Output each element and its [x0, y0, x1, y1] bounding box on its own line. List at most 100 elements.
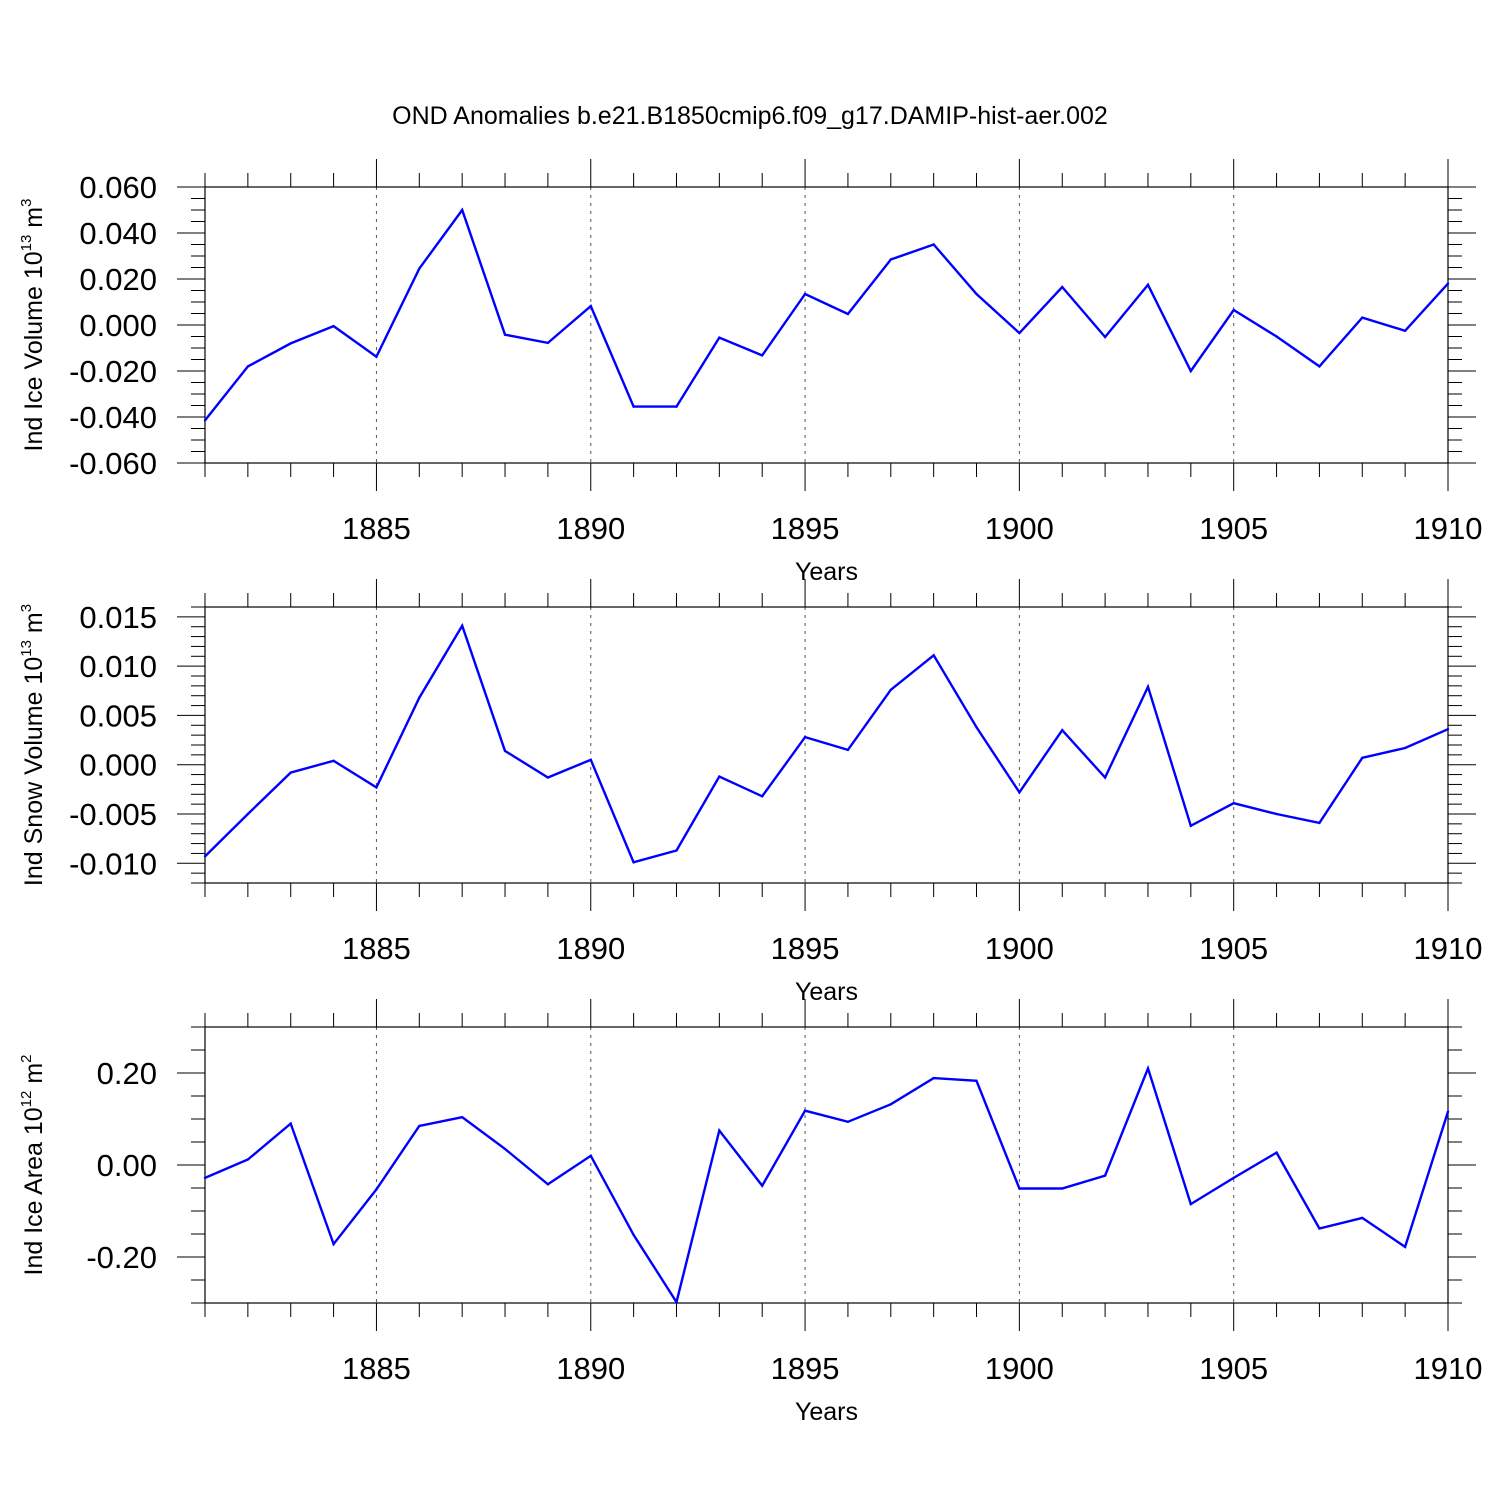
data-point [1446, 1110, 1450, 1113]
y-tick-label: 0.000 [79, 308, 157, 343]
data-point [761, 1184, 764, 1187]
y-tick-label: -0.020 [69, 354, 157, 389]
data-point [503, 333, 507, 336]
data-point [761, 354, 764, 357]
data-point [675, 1300, 678, 1304]
y-tick-label: 0.040 [79, 216, 157, 251]
data-point [418, 696, 421, 699]
y-tick-label: 0.000 [79, 748, 157, 783]
x-tick-label: 1905 [1199, 511, 1268, 546]
data-point [1318, 1227, 1321, 1230]
series-line [204, 622, 1449, 864]
y-axis-label: Ind Ice Area 1012 m2 [18, 1055, 48, 1276]
data-point [1103, 776, 1107, 779]
data-point [546, 1183, 550, 1186]
data-point [632, 405, 635, 408]
data-point [375, 355, 378, 358]
data-point [975, 726, 978, 729]
chart-panel-3: -0.20 0.00 0.20 1885 1890 1895 1900 1905 1910 Yea… [18, 999, 1482, 1426]
data-point [246, 1158, 250, 1161]
x-tick-label: 1885 [342, 511, 411, 546]
x-tick-label: 1895 [771, 1351, 840, 1386]
data-point [1061, 1187, 1064, 1190]
data-point [289, 771, 292, 774]
data-point [375, 1188, 378, 1191]
data-point [546, 341, 550, 345]
y-axis-label: Ind Ice Volume 1013 m3 [18, 199, 48, 452]
data-point [1146, 1067, 1150, 1070]
data-point [418, 1124, 421, 1128]
y-tick-label: -0.20 [86, 1240, 157, 1275]
data-point [289, 1122, 292, 1125]
data-point [932, 654, 935, 657]
data-point [203, 855, 207, 858]
x-tick-label: 1910 [1414, 1351, 1483, 1386]
chart-panel-2: -0.010 -0.005 0.000 0.005 0.010 0.015 1885 1890… [18, 579, 1482, 1006]
data-point [803, 1109, 807, 1112]
data-point [975, 292, 978, 296]
y-axis-label: Ind Snow Volume 1013 m3 [18, 604, 48, 886]
data-point [460, 624, 464, 627]
x-tick-label: 1890 [556, 511, 625, 546]
series-line [204, 1064, 1450, 1306]
x-tick-label: 1900 [985, 931, 1054, 966]
data-point [1275, 812, 1278, 816]
data-point [718, 775, 721, 778]
data-point [546, 776, 550, 779]
data-point [332, 759, 335, 762]
x-tick-label: 1910 [1414, 931, 1483, 966]
data-point [1189, 824, 1193, 828]
data-point [1403, 329, 1407, 332]
data-point [1146, 685, 1150, 689]
data-point [632, 861, 635, 864]
data-point [846, 1120, 850, 1123]
figure-title: OND Anomalies b.e21.B1850cmip6.f09_g17.D… [392, 102, 1108, 130]
data-point [1275, 335, 1278, 338]
data-point [718, 336, 721, 339]
data-point [289, 342, 292, 345]
series-line [204, 207, 1449, 422]
data-point [332, 1242, 335, 1246]
x-tick-label: 1895 [771, 511, 840, 546]
data-point [1103, 335, 1107, 339]
panels: -0.060 -0.040 -0.020 0.000 0.020 0.040 0.060 18… [18, 159, 1482, 1426]
data-point [1232, 801, 1235, 805]
y-tick-label: 0.005 [79, 698, 157, 733]
x-axis-label: Years [795, 978, 858, 1006]
x-tick-label: 1890 [556, 1351, 625, 1386]
y-tick-label: 0.015 [79, 600, 157, 635]
x-tick-label: 1910 [1414, 511, 1483, 546]
data-point [418, 267, 421, 270]
data-point [589, 758, 592, 761]
y-tick-label: -0.060 [69, 446, 157, 481]
x-tick-label: 1900 [985, 1351, 1054, 1386]
data-point [889, 258, 892, 261]
data-point [1146, 283, 1150, 286]
data-point [1275, 1151, 1278, 1154]
data-point [889, 1103, 892, 1106]
data-point [889, 688, 892, 691]
data-point [1361, 316, 1364, 319]
x-tick-label: 1900 [985, 511, 1054, 546]
y-tick-label: 0.010 [79, 649, 157, 684]
data-point [1318, 365, 1321, 368]
x-tick-label: 1885 [342, 1351, 411, 1386]
data-point [203, 419, 207, 422]
chart-panel-1: -0.060 -0.040 -0.020 0.000 0.020 0.040 0.060 18… [18, 159, 1482, 586]
data-point [1446, 282, 1450, 285]
data-point [375, 786, 378, 789]
x-axis-label: Years [795, 558, 858, 586]
x-tick-label: 1905 [1199, 1351, 1268, 1386]
data-point [1189, 1202, 1193, 1206]
data-point [460, 208, 464, 212]
data-point [761, 795, 764, 798]
data-point [1232, 1176, 1235, 1180]
data-point [846, 748, 850, 752]
y-tick-label: -0.005 [69, 797, 157, 832]
data-point [718, 1129, 721, 1132]
data-point [203, 1176, 207, 1180]
data-point [1103, 1174, 1107, 1177]
data-point [589, 1154, 592, 1158]
data-point [932, 1076, 935, 1080]
